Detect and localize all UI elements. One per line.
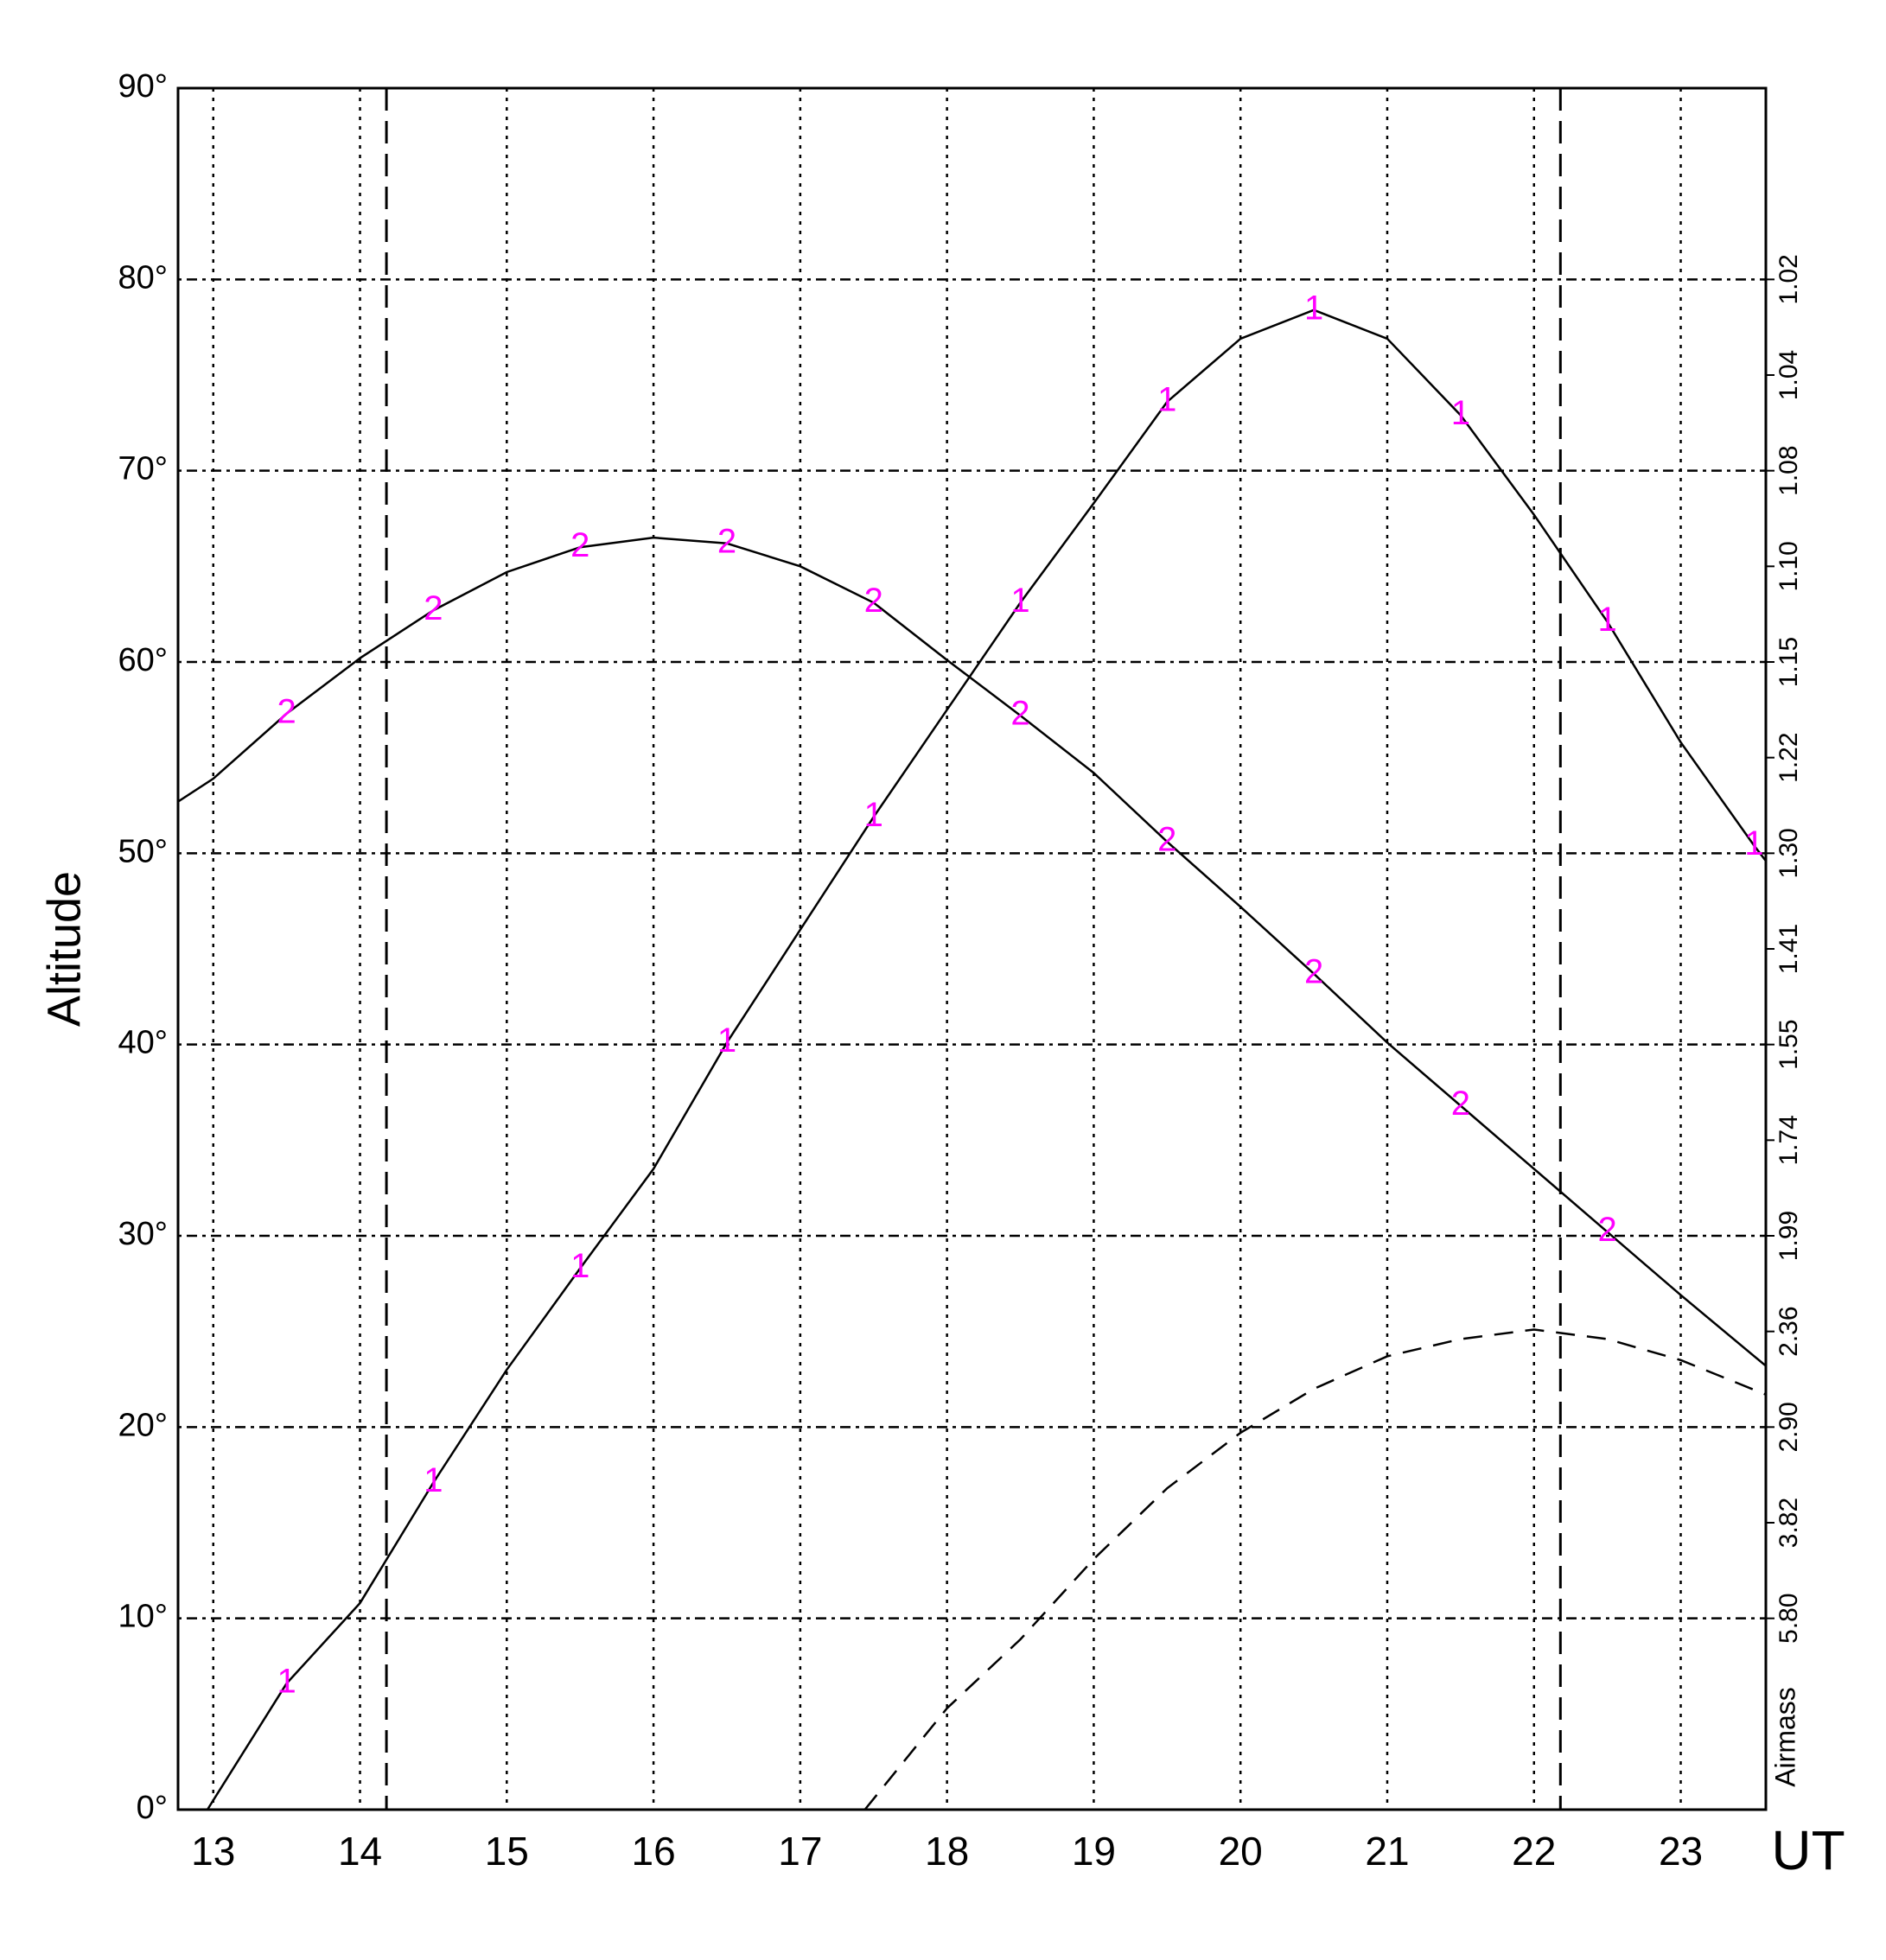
x-axis-label: UT xyxy=(1771,1819,1845,1881)
x-tick-label: 19 xyxy=(1072,1829,1116,1874)
series-marker: 2 xyxy=(1451,1085,1470,1123)
y2-tick-label: 1.02 xyxy=(1774,254,1803,304)
x-tick-label: 22 xyxy=(1512,1829,1556,1874)
y-tick-label: 30° xyxy=(118,1216,168,1252)
series-marker: 2 xyxy=(570,526,589,564)
y-tick-label: 70° xyxy=(118,451,168,487)
y-tick-label: 10° xyxy=(118,1599,168,1635)
series-marker: 1 xyxy=(1304,289,1323,327)
series-marker: 1 xyxy=(570,1247,589,1285)
y2-tick-label: 5.80 xyxy=(1774,1593,1803,1643)
x-tick-label: 14 xyxy=(338,1829,382,1874)
series-marker: 2 xyxy=(717,522,736,560)
y-tick-label: 0° xyxy=(137,1790,168,1826)
series-marker: 2 xyxy=(1304,952,1323,990)
series-marker: 1 xyxy=(277,1662,296,1700)
altitude-curve xyxy=(863,1328,1766,1810)
x-tick-label: 17 xyxy=(778,1829,822,1874)
y2-axis-label: Airmass xyxy=(1769,1687,1800,1787)
y2-tick-label: 1.08 xyxy=(1774,445,1803,495)
series-marker: 2 xyxy=(1010,695,1029,733)
y-tick-label: 90° xyxy=(118,68,168,105)
x-tick-label: 16 xyxy=(631,1829,675,1874)
x-tick-label: 15 xyxy=(485,1829,529,1874)
y-tick-label: 40° xyxy=(118,1025,168,1061)
y-axis-label: Altitude xyxy=(38,871,90,1027)
series-marker: 1 xyxy=(717,1021,736,1060)
series-marker: 1 xyxy=(1157,381,1176,419)
y2-tick-label: 1.74 xyxy=(1774,1115,1803,1165)
series-marker: 1 xyxy=(1010,582,1029,620)
altitude-curve xyxy=(206,309,1766,1810)
y-tick-label: 60° xyxy=(118,642,168,678)
x-tick-label: 20 xyxy=(1219,1829,1263,1874)
x-tick-label: 18 xyxy=(925,1829,969,1874)
y2-tick-label: 2.36 xyxy=(1774,1306,1803,1356)
y2-tick-label: 1.99 xyxy=(1774,1211,1803,1261)
series-marker: 1 xyxy=(1744,824,1763,862)
y2-tick-label: 1.04 xyxy=(1774,350,1803,400)
x-tick-label: 21 xyxy=(1365,1829,1409,1874)
y2-tick-label: 1.30 xyxy=(1774,828,1803,878)
y2-tick-label: 3.82 xyxy=(1774,1498,1803,1548)
x-tick-label: 23 xyxy=(1659,1829,1703,1874)
y-tick-label: 20° xyxy=(118,1407,168,1443)
series-marker: 1 xyxy=(1598,601,1617,639)
y-tick-label: 80° xyxy=(118,259,168,296)
series-marker: 1 xyxy=(864,796,883,834)
y2-tick-label: 1.22 xyxy=(1774,732,1803,782)
y2-tick-label: 2.90 xyxy=(1774,1402,1803,1452)
altitude-curve xyxy=(178,536,1766,1367)
x-tick-label: 13 xyxy=(191,1829,235,1874)
series-marker: 2 xyxy=(864,582,883,620)
series-marker: 1 xyxy=(1451,394,1470,432)
series-marker: 2 xyxy=(1157,821,1176,859)
plot-frame xyxy=(176,86,1768,1811)
series-marker: 2 xyxy=(277,692,296,730)
series-marker: 1 xyxy=(424,1461,443,1499)
y2-tick-label: 1.10 xyxy=(1774,541,1803,591)
plot-area xyxy=(178,309,1766,1810)
series-marker: 2 xyxy=(424,589,443,627)
y2-tick-label: 1.41 xyxy=(1774,924,1803,974)
series-marker: 2 xyxy=(1598,1211,1617,1249)
y2-tick-label: 1.15 xyxy=(1774,637,1803,687)
y2-tick-label: 1.55 xyxy=(1774,1019,1803,1069)
y-tick-label: 50° xyxy=(118,833,168,869)
